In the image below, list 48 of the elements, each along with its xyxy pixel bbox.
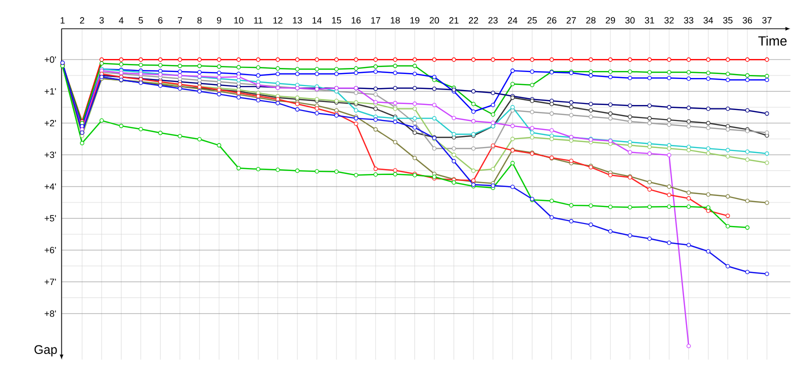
x-tick-label: 32 — [664, 17, 674, 24]
x-tick-label: 22 — [468, 17, 478, 24]
x-tick-label: 7 — [178, 17, 182, 24]
x-tick-label: 21 — [449, 17, 458, 24]
x-tick-label: 37 — [762, 17, 772, 24]
x-tick-label: 3 — [99, 17, 104, 24]
y-tick-label: +0' — [44, 56, 56, 63]
y-tick-label: +5' — [44, 215, 56, 222]
y-tick-label: +3' — [44, 152, 56, 158]
x-tick-label: 31 — [644, 17, 654, 24]
y-tick-label: +7' — [44, 278, 56, 286]
x-tick-label: 34 — [704, 17, 714, 24]
x-tick-label: 29 — [606, 17, 616, 24]
x-tick-label: 1 — [60, 17, 65, 24]
x-tick-label: 18 — [390, 17, 400, 24]
x-tick-label: 23 — [488, 17, 498, 24]
x-tick-label: 28 — [586, 17, 596, 24]
x-tick-label: 14 — [312, 17, 322, 24]
x-tick-label: 36 — [742, 17, 752, 24]
x-tick-label: 10 — [234, 17, 244, 24]
y-tick-label: +8' — [44, 310, 56, 317]
x-tick-label: 4 — [118, 17, 124, 24]
y-tick-label: +4' — [44, 184, 56, 190]
x-tick-label: 33 — [684, 17, 694, 24]
x-tick-label: 16 — [352, 17, 361, 24]
y-tick-label: +1' — [44, 88, 56, 95]
x-tick-label: 20 — [430, 17, 439, 24]
x-tick-label: 6 — [158, 17, 162, 24]
x-tick-label: 12 — [273, 17, 282, 24]
x-tick-label: 30 — [625, 17, 635, 24]
x-tick-label: 11 — [254, 17, 262, 24]
x-tick-label: 2 — [80, 17, 84, 24]
x-tick-label: 25 — [528, 17, 537, 24]
x-tick-label: 17 — [371, 17, 380, 24]
x-tick-label: 15 — [332, 17, 342, 24]
y-axis-title: Gap — [34, 345, 57, 357]
y-tick-label: +2' — [44, 120, 56, 126]
x-tick-label: 35 — [723, 17, 732, 24]
x-tick-label: 19 — [410, 17, 420, 24]
x-tick-label: 27 — [566, 17, 576, 24]
y-tick-label: +6' — [44, 247, 56, 254]
x-tick-label: 13 — [292, 17, 302, 24]
x-tick-label: 5 — [138, 17, 143, 24]
x-tick-label: 26 — [547, 17, 556, 24]
x-tick-label: 8 — [197, 17, 202, 24]
x-tick-label: 24 — [508, 17, 518, 24]
x-axis-title: Time — [758, 36, 787, 46]
x-tick-label: 9 — [216, 17, 222, 24]
